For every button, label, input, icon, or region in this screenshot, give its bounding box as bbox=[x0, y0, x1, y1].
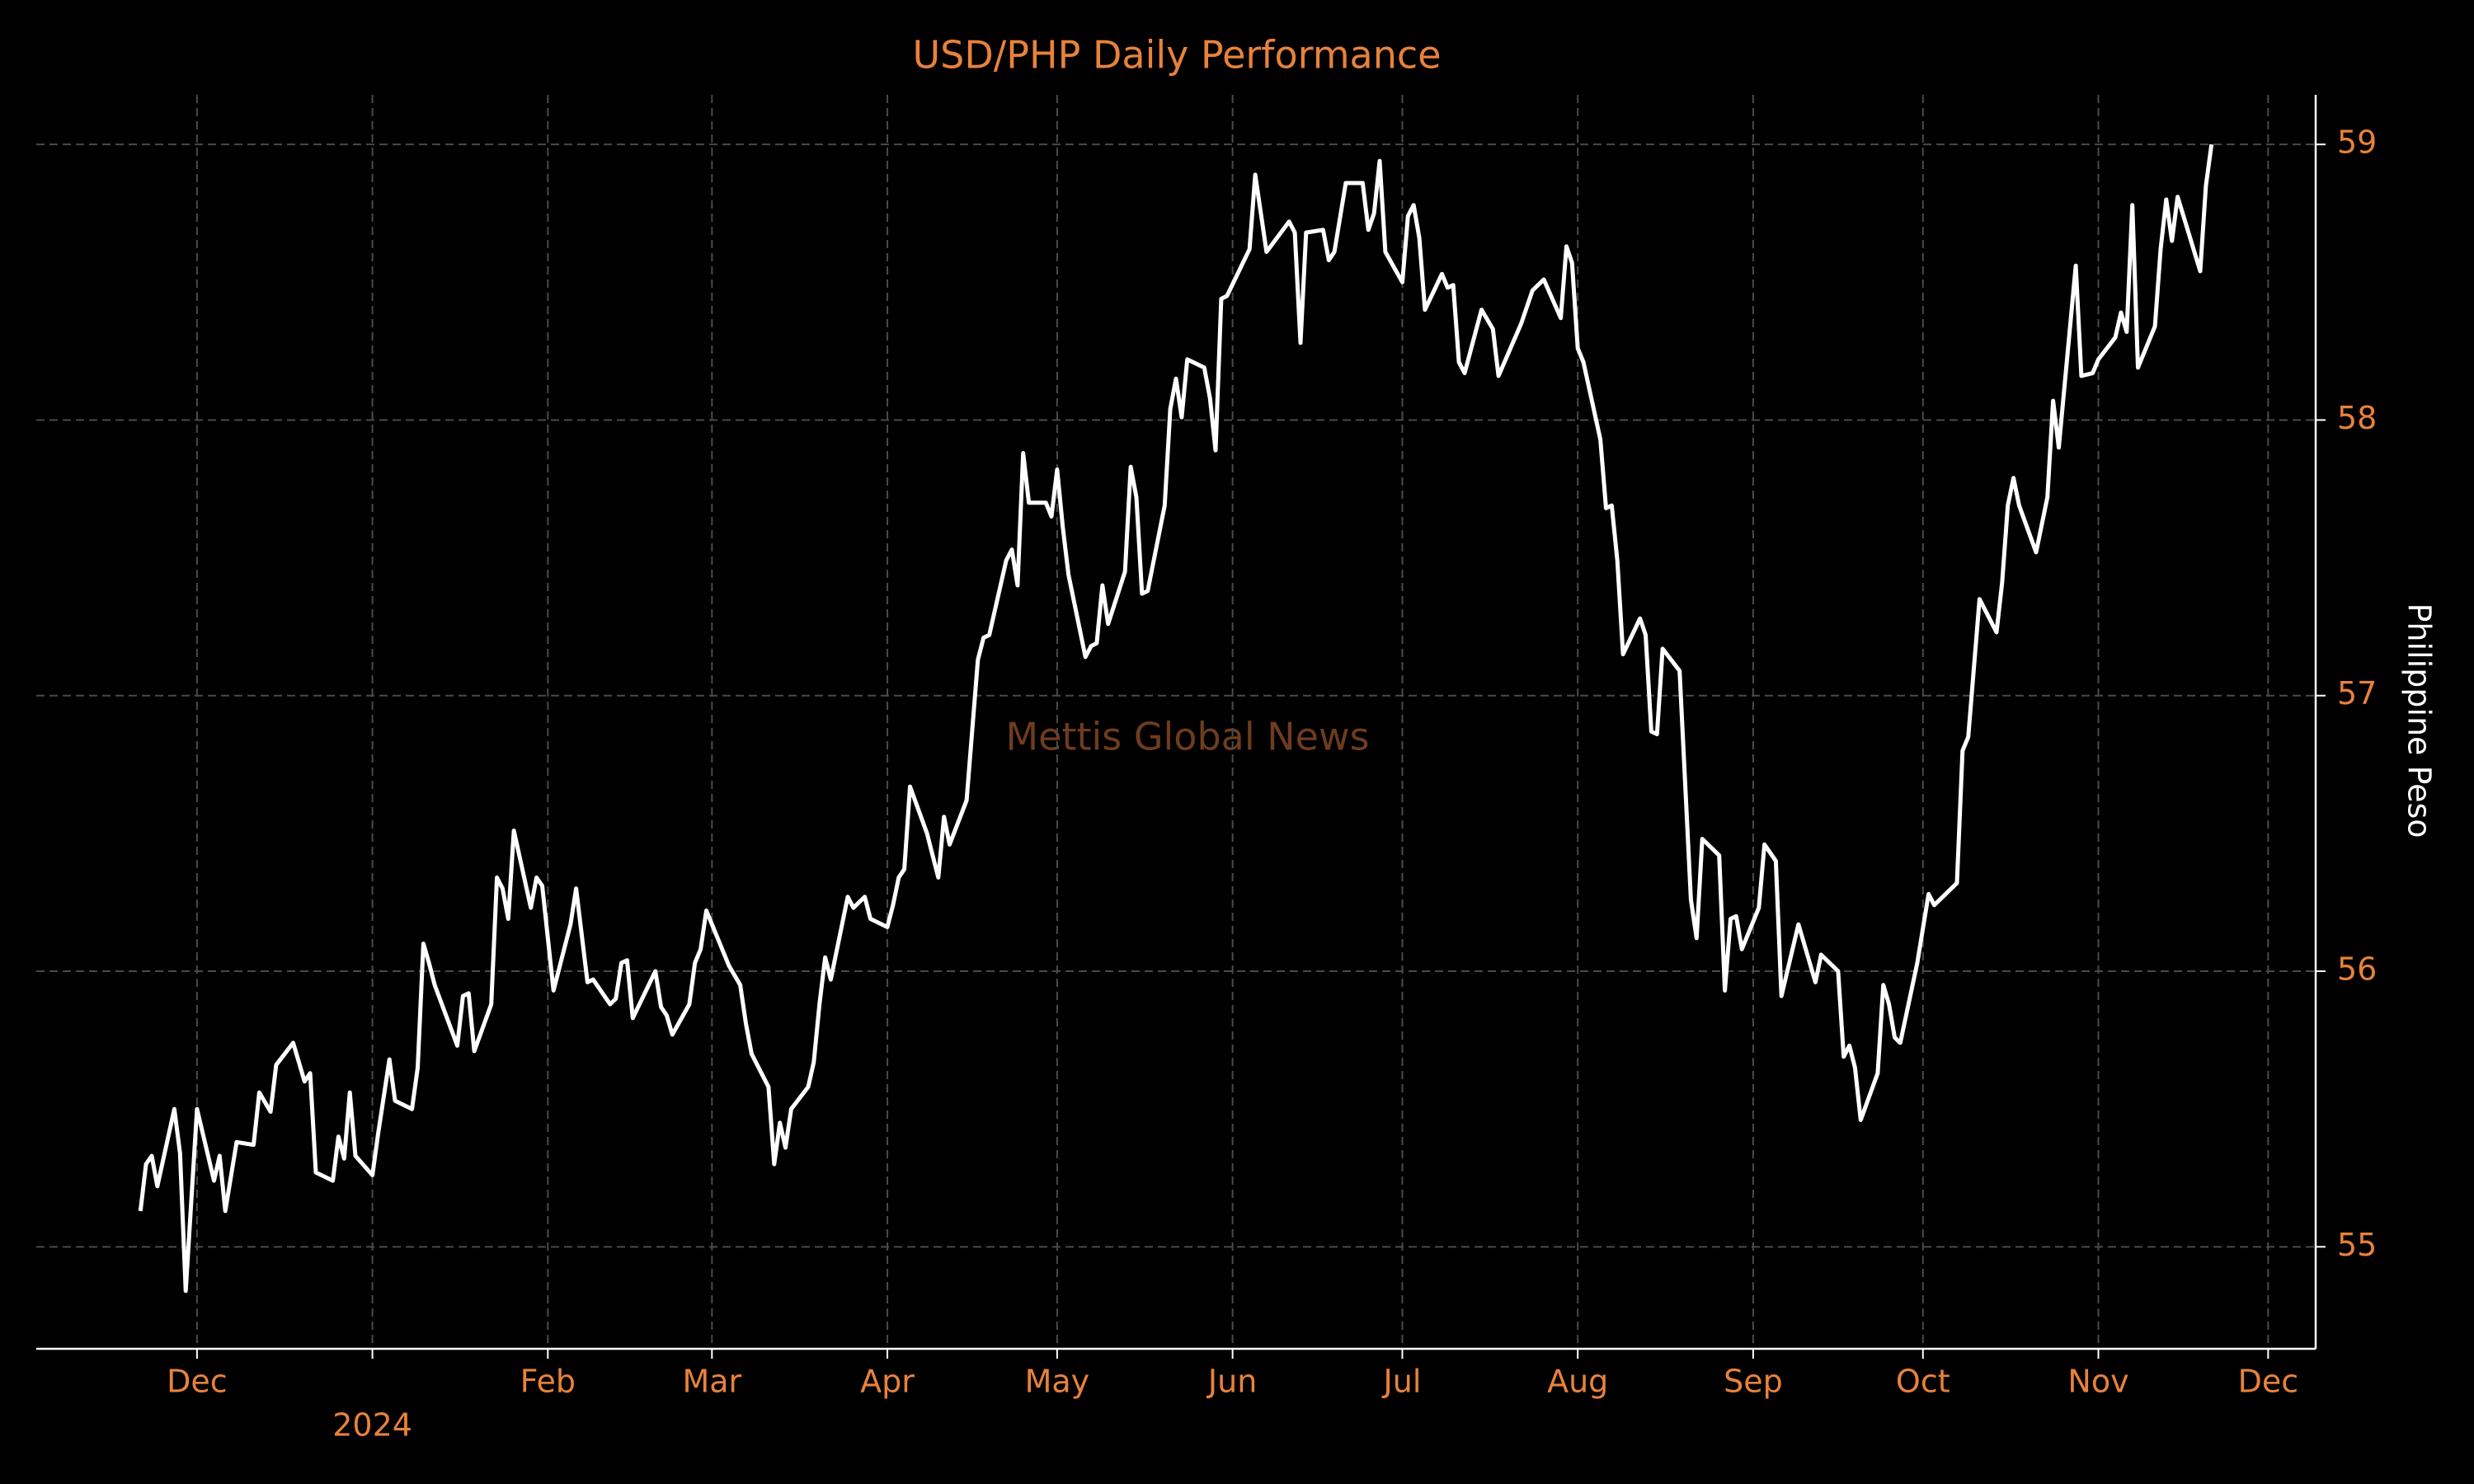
watermark: Mettis Global News bbox=[1005, 715, 1369, 759]
data-line bbox=[138, 143, 2214, 1294]
chart-title: USD/PHP Daily Performance bbox=[913, 33, 1442, 77]
x-tick-label: Feb bbox=[520, 1364, 576, 1400]
y-tick-label: 56 bbox=[2337, 951, 2377, 988]
y-tick-label: 59 bbox=[2337, 124, 2377, 161]
y-tick-label: 58 bbox=[2337, 400, 2377, 436]
x-tick-label: Dec bbox=[2238, 1364, 2299, 1400]
x-tick-label: Aug bbox=[1547, 1364, 1608, 1400]
x-tick-label: Nov bbox=[2067, 1364, 2128, 1400]
x-tick-label: May bbox=[1025, 1364, 1090, 1400]
y-tick-label: 55 bbox=[2337, 1227, 2377, 1263]
x-tick-label: Sep bbox=[1724, 1364, 1783, 1400]
x-tick-label: Mar bbox=[682, 1364, 741, 1400]
x-tick-label: Oct bbox=[1896, 1364, 1950, 1400]
x-tick-label: Jun bbox=[1206, 1364, 1257, 1400]
y-tick-label: 57 bbox=[2337, 675, 2377, 711]
x-tick-label: Jul bbox=[1382, 1364, 1422, 1400]
x-tick-label: 2024 bbox=[332, 1407, 412, 1444]
x-tick-label: Apr bbox=[860, 1364, 915, 1400]
y-axis-label: Philippine Peso bbox=[2401, 603, 2438, 838]
x-tick-label: Dec bbox=[167, 1364, 228, 1400]
